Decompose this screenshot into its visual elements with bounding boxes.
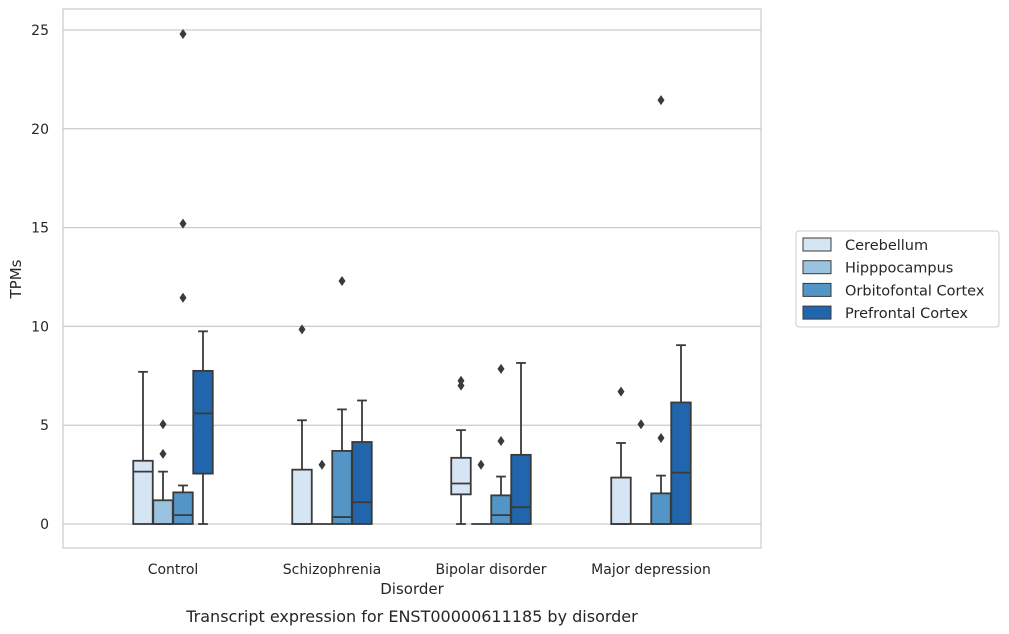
outlier-point <box>179 28 187 39</box>
outlier-point <box>179 292 187 303</box>
box-body <box>650 492 672 525</box>
box-body <box>610 476 632 525</box>
box-3-2 <box>510 362 532 525</box>
outlier-point <box>477 459 485 470</box>
box-0-1 <box>291 324 313 525</box>
box-1-0 <box>152 419 174 525</box>
y-tick-label: 15 <box>31 221 49 237</box>
y-tick-labels: 0 5 10 15 20 25 <box>31 23 49 533</box>
box-body <box>331 449 353 525</box>
box-2-3 <box>650 95 672 525</box>
box-body <box>192 369 214 475</box>
box-0-0 <box>132 370 154 525</box>
outlier-point <box>179 218 187 229</box>
outlier-point <box>497 436 505 447</box>
legend-label: Hipppocampus <box>845 261 953 277</box>
legend-swatch <box>802 260 832 275</box>
plot-frame <box>62 8 762 549</box>
box-3-0 <box>192 330 214 525</box>
legend-swatch <box>802 237 832 252</box>
legend-label: Cerebellum <box>845 238 928 254</box>
box-body <box>291 468 313 525</box>
legend: Cerebellum Hipppocampus Orbitofontal Corte… <box>795 230 1000 328</box>
box-body <box>510 453 532 525</box>
outlier-point <box>457 375 465 386</box>
outlier-point <box>318 459 326 470</box>
box-3-1 <box>351 399 373 525</box>
gridlines <box>63 29 761 525</box>
box-1-2 <box>471 459 491 525</box>
box-0-3 <box>610 386 632 525</box>
chart-caption: Transcript expression for ENST0000061118… <box>185 607 638 626</box>
x-tick-label: Bipolar disorder <box>435 562 546 578</box>
y-tick-label: 0 <box>40 517 49 533</box>
legend-label: Orbitofontal Cortex <box>845 283 985 299</box>
box-3-3 <box>670 344 692 525</box>
box-body <box>670 401 692 525</box>
x-axis-label: Disorder <box>380 580 444 598</box>
box-body <box>152 499 174 525</box>
box-body <box>351 441 373 525</box>
outlier-point <box>497 363 505 374</box>
box-1-3 <box>631 419 651 525</box>
y-tick-label: 10 <box>31 319 49 335</box>
box-body <box>132 459 154 525</box>
outlier-point <box>159 419 167 430</box>
outlier-point <box>637 419 645 430</box>
legend-frame <box>795 230 1000 328</box>
x-tick-labels: Control Schizophrenia Bipolar disorder Majo… <box>148 562 711 578</box>
outlier-point <box>338 275 346 286</box>
y-tick-label: 25 <box>31 23 49 39</box>
x-tick-label: Schizophrenia <box>283 562 381 578</box>
box-body <box>490 494 512 525</box>
box-1-1 <box>312 459 332 525</box>
box-2-1 <box>331 275 353 525</box>
box-body <box>172 491 194 525</box>
outlier-point <box>298 324 306 335</box>
x-tick-label: Major depression <box>591 562 711 578</box>
y-tick-label: 20 <box>31 122 49 138</box>
outlier-point <box>657 433 665 444</box>
box-0-2 <box>450 375 472 525</box>
legend-swatch <box>802 305 832 320</box>
outlier-point <box>617 386 625 397</box>
box-2-2 <box>490 363 512 525</box>
box-series <box>132 28 692 525</box>
outlier-point <box>159 448 167 459</box>
legend-label: Prefrontal Cortex <box>845 306 968 322</box>
legend-swatch <box>802 282 832 297</box>
box-body <box>450 456 472 496</box>
box-2-0 <box>172 28 194 525</box>
outlier-point <box>657 95 665 106</box>
x-tick-label: Control <box>148 562 199 578</box>
y-tick-label: 5 <box>40 418 49 434</box>
y-axis-label: TPMs <box>7 259 25 299</box>
